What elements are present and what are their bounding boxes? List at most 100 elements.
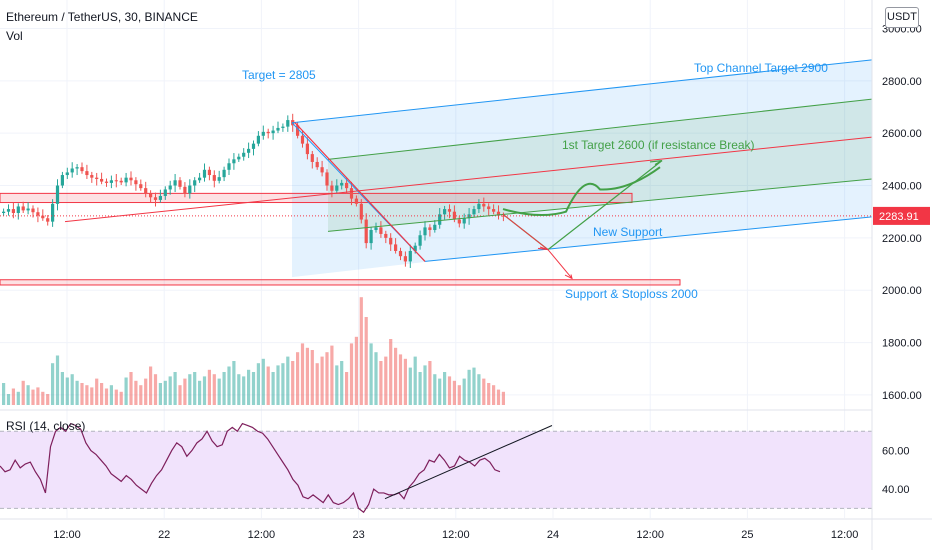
candle-body	[413, 245, 417, 251]
currency-button[interactable]: USDT	[885, 7, 919, 28]
volume-bar	[100, 383, 104, 405]
volume-bar	[158, 383, 162, 405]
trend-drawings[interactable]: Target = 2805 Top Channel Target 2900 1st …	[64, 59, 873, 301]
projection-arrowhead	[649, 160, 663, 166]
time-tick-7: 25	[741, 529, 753, 541]
volume-bar	[134, 380, 138, 405]
support-label: Support & Stoploss 2000	[565, 287, 698, 301]
candle-body	[330, 185, 334, 191]
volume-bar	[217, 378, 221, 405]
volume-bar	[124, 377, 128, 405]
candle-body	[232, 159, 236, 164]
volume-bar	[256, 363, 260, 405]
volume-bar	[310, 350, 314, 405]
volume-bar	[335, 365, 339, 405]
candle-body	[6, 209, 11, 212]
volume-bar	[207, 369, 211, 405]
candle-body	[369, 230, 373, 244]
candle-body	[237, 156, 241, 160]
volume-bar	[369, 343, 373, 405]
candle-body	[286, 120, 290, 127]
volume-bar	[119, 391, 123, 405]
volume-bar	[384, 356, 388, 405]
candle-body	[41, 215, 45, 219]
volume-bar	[467, 369, 471, 405]
volume-bar	[320, 356, 324, 405]
red-dip-line	[502, 213, 549, 251]
candle-body	[452, 211, 456, 220]
volume-bar	[472, 367, 476, 405]
volume-bar	[109, 385, 113, 405]
candle-body	[423, 227, 427, 236]
candle-body	[134, 180, 138, 185]
rsi-pane: RSI (14, close)	[0, 419, 872, 514]
volume-bar	[129, 372, 133, 405]
red-stop-arrowhead	[564, 274, 573, 280]
volume-bar	[55, 355, 60, 405]
volume-bar	[330, 345, 334, 405]
price-tick-3: 2400.00	[882, 181, 922, 193]
volume-bar	[349, 343, 354, 405]
price-axis[interactable]: 3000.002800.002600.002400.002200.002000.…	[871, 0, 930, 550]
candle-body	[75, 167, 79, 169]
candle-body	[119, 180, 123, 183]
volume-bar	[2, 383, 6, 405]
candle-body	[217, 177, 221, 181]
volume-bar	[21, 380, 25, 405]
volume-bar	[247, 369, 251, 405]
volume-bar	[374, 352, 378, 405]
new-support-label: New Support	[593, 225, 663, 239]
volume-bar	[398, 354, 403, 405]
volume-bar	[281, 363, 285, 405]
volume-bar	[183, 378, 187, 405]
volume-bar	[364, 317, 368, 405]
time-tick-5: 24	[547, 529, 559, 541]
candle-body	[251, 143, 256, 149]
volume-bar	[163, 380, 167, 405]
volume-bar	[31, 389, 35, 405]
rsi-tick-0: 60.00	[882, 446, 910, 458]
volume-bar	[51, 363, 55, 405]
volume-bar	[85, 385, 89, 405]
time-tick-1: 22	[158, 529, 170, 541]
green-bottom-line	[327, 178, 873, 232]
candle-body	[349, 188, 354, 199]
price-tick-1: 2800.00	[882, 76, 922, 88]
candle-body	[261, 131, 265, 136]
candle-body	[394, 244, 398, 251]
time-tick-6: 12:00	[636, 529, 664, 541]
candle-body	[281, 126, 285, 128]
candle-body	[80, 167, 84, 172]
volume-bar	[261, 358, 265, 405]
support-box	[0, 279, 681, 286]
volume-bar	[379, 361, 383, 405]
time-tick-4: 12:00	[442, 529, 470, 541]
volume-bar	[305, 347, 309, 405]
candle-body	[183, 186, 187, 194]
candle-body	[462, 218, 466, 224]
candle-body	[487, 206, 491, 210]
volume-bar	[212, 374, 216, 405]
projection-curve	[502, 166, 661, 217]
candle-body	[60, 175, 64, 186]
volume-bar	[428, 361, 432, 405]
candle-body	[374, 227, 378, 231]
volume-bar	[291, 361, 295, 405]
volume-bar	[227, 366, 231, 405]
candle-body	[345, 182, 349, 189]
rsi-band	[0, 431, 872, 509]
candle-body	[129, 177, 133, 181]
blue-channel-fill	[292, 59, 872, 278]
symbol-title[interactable]: Ethereum / TetherUS, 30, BINANCE	[6, 10, 198, 24]
volume-bar	[11, 388, 15, 405]
price-tick-2: 2600.00	[882, 128, 922, 140]
price-tick-5: 2000.00	[882, 285, 922, 297]
volume-bar	[452, 380, 456, 405]
candle-body	[178, 180, 182, 187]
time-tick-2: 12:00	[248, 529, 276, 541]
volume-bar	[202, 376, 207, 405]
time-axis[interactable]: 12:00 22 12:00 23 12:00 24 12:00 25 12:00	[0, 518, 932, 541]
price-tick-6: 1800.00	[882, 338, 922, 350]
candle-body	[144, 188, 148, 194]
